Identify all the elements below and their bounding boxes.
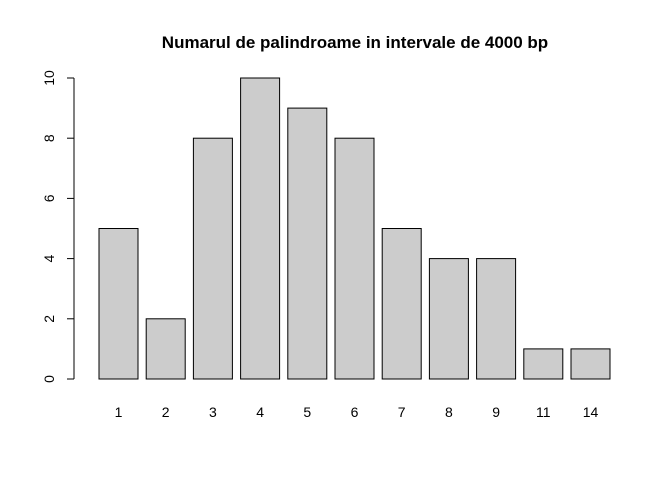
bar-6 xyxy=(334,137,375,380)
bar-4 xyxy=(240,77,281,380)
x-tick-label: 5 xyxy=(303,404,311,420)
y-axis: 0 2 4 6 8 10 xyxy=(41,70,75,383)
x-tick-label: 4 xyxy=(256,404,264,420)
bar-5 xyxy=(287,107,328,380)
bar-11 xyxy=(523,348,564,380)
x-axis-labels: 1 2 3 4 5 6 7 8 9 11 14 xyxy=(115,404,599,420)
x-tick-label: 9 xyxy=(492,404,500,420)
x-tick-label: 2 xyxy=(162,404,170,420)
y-tick-label: 4 xyxy=(41,254,57,262)
x-tick-label: 7 xyxy=(398,404,406,420)
bars xyxy=(98,77,611,380)
chart-title: Numarul de palindroame in intervale de 4… xyxy=(162,33,548,52)
x-tick-label: 6 xyxy=(351,404,359,420)
y-tick-label: 0 xyxy=(41,375,57,383)
y-tick-label: 2 xyxy=(41,315,57,323)
bar-1 xyxy=(98,228,139,380)
x-tick-label: 14 xyxy=(583,404,599,420)
y-tick-label: 8 xyxy=(41,134,57,142)
bar-9 xyxy=(476,258,517,380)
x-tick-label: 1 xyxy=(115,404,123,420)
bar-14 xyxy=(570,348,611,380)
x-tick-label: 11 xyxy=(536,404,551,420)
bar-2 xyxy=(145,318,186,380)
x-tick-label: 3 xyxy=(209,404,217,420)
bar-7 xyxy=(381,228,422,380)
bar-8 xyxy=(428,258,469,380)
bar-3 xyxy=(192,137,233,380)
y-tick-label: 6 xyxy=(41,194,57,202)
y-tick-label: 10 xyxy=(41,70,57,86)
x-tick-label: 8 xyxy=(445,404,453,420)
